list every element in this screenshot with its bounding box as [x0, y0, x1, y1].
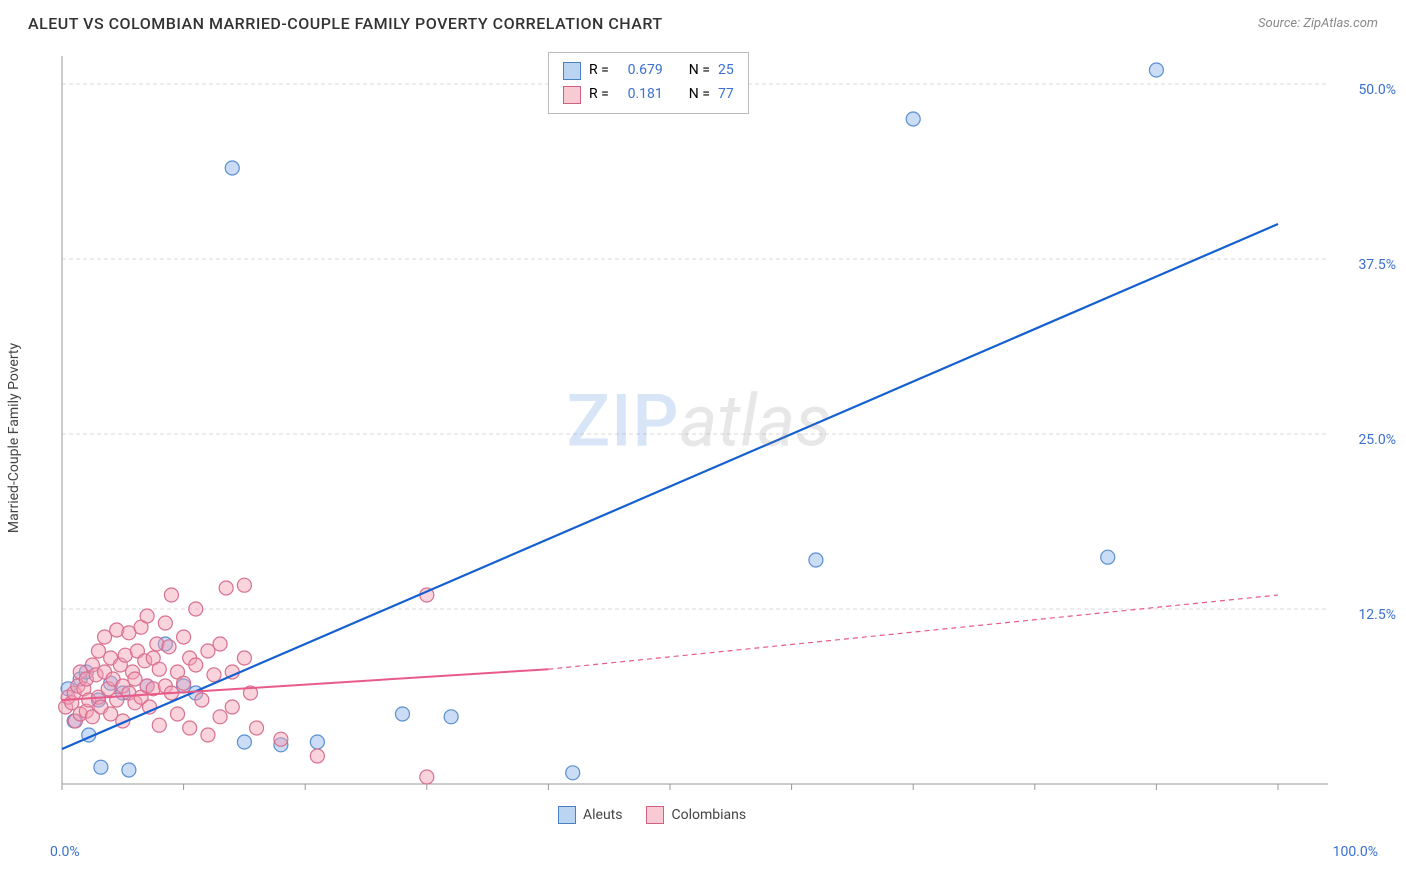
aleuts-swatch: [563, 62, 581, 80]
n-prefix: N =: [689, 83, 710, 107]
source-attribution: Source: ZipAtlas.com: [1258, 16, 1378, 31]
series-legend: Aleuts Colombians: [558, 806, 746, 824]
chart-plot-area: ZIPatlas R =0.679N =25R =0.181N =77 Aleu…: [58, 48, 1340, 826]
y-tick-label: 25.0%: [1358, 432, 1396, 448]
legend-label: Aleuts: [583, 807, 622, 823]
y-axis-label: Married-Couple Family Poverty: [6, 343, 22, 533]
x-axis-max-label: 100.0%: [1333, 844, 1378, 860]
legend-item-colombians: Colombians: [646, 806, 746, 824]
correlation-stats-box: R = 0.679 N = 25 R = 0.181 N = 77: [548, 52, 749, 114]
n-prefix: N =: [689, 59, 710, 83]
scatter-chart-svg: [58, 48, 1340, 826]
r-value: 0.679: [617, 59, 663, 83]
chart-title: ALEUT VS COLOMBIAN MARRIED-COUPLE FAMILY…: [28, 14, 663, 33]
y-tick-label: 37.5%: [1358, 257, 1396, 273]
legend-swatch: [558, 806, 576, 824]
colombians-swatch: [563, 86, 581, 104]
stats-row: R = 0.181 N = 77: [563, 83, 734, 107]
y-tick-label: 50.0%: [1358, 82, 1396, 98]
r-prefix: R =: [589, 59, 609, 83]
y-tick-label: 12.5%: [1358, 607, 1396, 623]
r-value: 0.181: [617, 83, 663, 107]
legend-swatch: [646, 806, 664, 824]
n-value: 77: [718, 83, 734, 107]
n-value: 25: [718, 59, 734, 83]
legend-label: Colombians: [671, 807, 746, 823]
legend-item-aleuts: Aleuts: [558, 806, 622, 824]
stats-row: R = 0.679 N = 25: [563, 59, 734, 83]
x-axis-min-label: 0.0%: [50, 844, 80, 860]
r-prefix: R =: [589, 83, 609, 107]
